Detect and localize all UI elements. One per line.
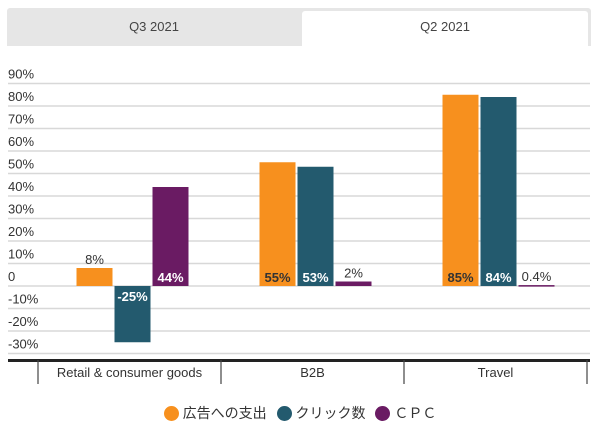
bar-0 <box>442 94 479 286</box>
y-tick-label: -10% <box>8 292 39 307</box>
y-tick-label: -20% <box>8 314 39 329</box>
bar-2 <box>335 281 372 286</box>
data-label: -25% <box>117 289 148 304</box>
bar-1 <box>480 97 517 286</box>
legend-label: クリック数 <box>295 405 366 421</box>
bar-0 <box>76 268 113 286</box>
legend-item[interactable]: ＣＰＣ <box>375 403 436 423</box>
legend-swatch-icon <box>375 405 391 421</box>
bar-chart: 90% 80% 70% 60% 50% 40% 30% 20% 10% 0 -10% -20% -30%… <box>8 67 590 384</box>
legend-swatch-icon <box>163 405 179 421</box>
y-tick-label: 70% <box>8 112 34 127</box>
y-tick-label: 10% <box>8 247 34 262</box>
data-label: 55% <box>264 270 290 285</box>
bar-1 <box>297 166 334 286</box>
period-tabs: Q3 2021 Q2 2021 <box>7 8 591 46</box>
y-tick-label: 90% <box>8 67 34 82</box>
legend-item[interactable]: クリック数 <box>276 403 366 423</box>
legend-item[interactable]: 広告への支出 <box>163 403 267 423</box>
data-label: 44% <box>157 270 183 285</box>
category-label: Travel <box>478 365 514 380</box>
bar-1 <box>114 286 151 343</box>
category-label: B2B <box>300 365 325 380</box>
y-tick-label: 30% <box>8 202 34 217</box>
legend-label: 広告への支出 <box>182 405 267 421</box>
y-tick-label: 40% <box>8 179 34 194</box>
tab-q2-2021[interactable]: Q2 2021 <box>302 11 588 46</box>
legend-swatch-icon <box>276 405 292 421</box>
data-label: 84% <box>485 270 511 285</box>
y-tick-label: 50% <box>8 157 34 172</box>
data-label: 2% <box>344 266 363 281</box>
y-tick-label: 60% <box>8 134 34 149</box>
y-tick-label: -30% <box>8 337 39 352</box>
y-tick-label: 80% <box>8 89 34 104</box>
bar-0 <box>259 162 296 286</box>
category-label: Retail & consumer goods <box>57 365 203 380</box>
data-label: 8% <box>85 252 104 267</box>
y-tick-label: 0 <box>8 269 15 284</box>
legend-label: ＣＰＣ <box>394 405 437 421</box>
legend: 広告への支出 クリック数 ＣＰＣ <box>0 403 600 424</box>
tab-q3-2021[interactable]: Q3 2021 <box>129 19 179 34</box>
y-tick-label: 20% <box>8 224 34 239</box>
bar-2 <box>152 187 189 286</box>
data-label: 53% <box>302 270 328 285</box>
data-label: 85% <box>447 270 473 285</box>
bar-2 <box>518 285 555 287</box>
data-label: 0.4% <box>522 269 552 284</box>
